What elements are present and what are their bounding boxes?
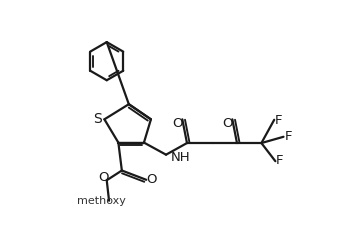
Text: methoxy: methoxy bbox=[77, 196, 126, 206]
Text: O: O bbox=[222, 117, 233, 130]
Text: O: O bbox=[99, 172, 109, 184]
Text: F: F bbox=[276, 154, 283, 167]
Text: S: S bbox=[94, 112, 102, 126]
Text: F: F bbox=[284, 130, 292, 143]
Text: F: F bbox=[275, 114, 282, 127]
Text: NH: NH bbox=[171, 151, 191, 164]
Text: O: O bbox=[172, 117, 183, 130]
Text: O: O bbox=[146, 173, 157, 186]
